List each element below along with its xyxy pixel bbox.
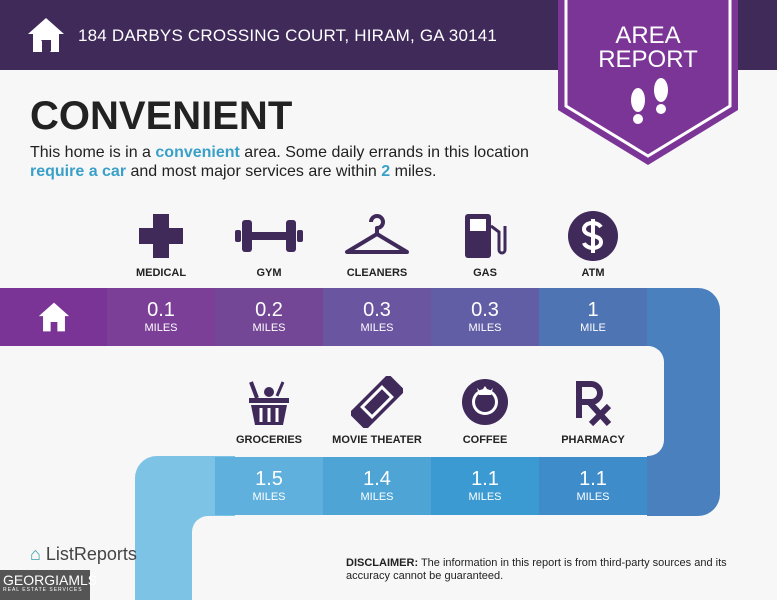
disclaimer: DISCLAIMER: The information in this repo…: [346, 557, 727, 582]
distance-unit: MILES: [576, 491, 610, 503]
dumbbell-icon: [215, 210, 323, 262]
distance-value: 1.5: [255, 468, 283, 490]
listreports-logo: ⌂ ListReports: [30, 544, 137, 564]
ticket-icon: [323, 376, 431, 428]
distance-cell-movie-theater: 1.4 MILES: [323, 457, 431, 515]
distance-cell-cleaners: 0.3 MILES: [323, 288, 431, 346]
distance-cell-gas: 0.3 MILES: [431, 288, 539, 346]
amenity-label-gym: GYM: [256, 267, 282, 279]
home-icon: [28, 18, 64, 52]
amenity-label-medical: MEDICAL: [135, 267, 187, 279]
distance-value: 0.3: [363, 299, 391, 321]
property-address: 184 DARBYS CROSSING COURT, HIRAM, GA 301…: [78, 26, 498, 45]
amenity-label-gas: GAS: [473, 267, 497, 279]
gas-pump-icon: [431, 210, 539, 262]
footsteps-icon: [631, 78, 668, 124]
distance-cell-medical: 0.1 MILES: [107, 288, 215, 346]
distance-unit: MILES: [144, 322, 178, 334]
distance-cell-coffee: 1.1 MILES: [431, 457, 539, 515]
medical-cross-icon: [107, 210, 215, 262]
distance-cell-groceries: 1.5 MILES: [215, 457, 323, 515]
dollar-icon: [539, 210, 647, 262]
distance-unit: MILES: [468, 322, 502, 334]
hanger-icon: [323, 210, 431, 262]
rx-icon: [539, 376, 647, 428]
distance-unit: MILES: [252, 491, 286, 503]
amenity-label-atm: ATM: [581, 267, 605, 279]
distance-unit: MILES: [468, 491, 502, 503]
distance-unit: MILES: [252, 322, 286, 334]
area-report-badge: [558, 0, 738, 165]
amenity-label-cleaners: CLEANERS: [346, 267, 408, 279]
distance-value: 0.1: [147, 299, 175, 321]
distance-unit: MILES: [360, 322, 394, 334]
page-title: CONVENIENT: [30, 94, 293, 138]
home-icon: [38, 302, 69, 332]
basket-icon: [215, 376, 323, 428]
distance-unit: MILES: [360, 491, 394, 503]
coffee-logo-icon: [431, 376, 539, 428]
distance-value: 1.1: [579, 468, 607, 490]
amenity-label-coffee: COFFEE: [462, 434, 508, 446]
description: This home is in a convenient area. Some …: [30, 144, 529, 180]
distance-value: 0.3: [471, 299, 499, 321]
georgia-mls-logo: GEORGIAMLS REAL ESTATE SERVICES: [0, 570, 97, 600]
distance-cell-gym: 0.2 MILES: [215, 288, 323, 346]
distance-value: 1.4: [363, 468, 391, 490]
distance-unit: MILE: [580, 322, 606, 334]
distance-value: 1: [587, 299, 599, 321]
home-cell: [0, 288, 107, 346]
distance-value: 1.1: [471, 468, 499, 490]
distance-cell-pharmacy: 1.1 MILES: [539, 457, 647, 515]
badge-line2: REPORT: [598, 46, 698, 73]
distance-cell-atm: 1 MILE: [539, 288, 647, 346]
amenity-label-movie-theater: MOVIE THEATER: [332, 434, 422, 446]
distance-value: 0.2: [255, 299, 283, 321]
badge-line1: AREA: [615, 22, 681, 49]
amenity-label-groceries: GROCERIES: [235, 434, 302, 446]
amenity-label-pharmacy: PHARMACY: [561, 434, 625, 446]
